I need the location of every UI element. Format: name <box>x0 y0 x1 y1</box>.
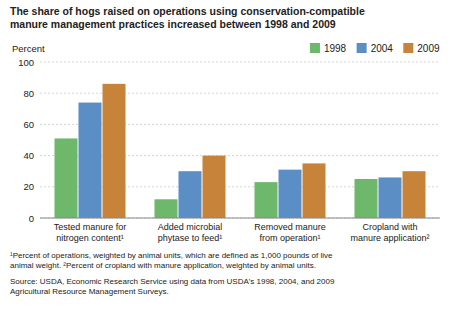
x-tick-label: Tested manure fornitrogen content¹ <box>54 222 127 243</box>
footnote: Source: USDA, Economic Research Service … <box>10 277 335 296</box>
y-tick-label: 40 <box>23 150 34 161</box>
grid-line <box>40 218 440 219</box>
bar <box>203 156 226 218</box>
bar <box>355 179 378 218</box>
legend-label: 1998 <box>324 43 347 54</box>
y-tick-label: 0 <box>29 213 34 224</box>
chart-svg: The share of hogs raised on operations u… <box>0 0 450 318</box>
grid <box>40 62 440 218</box>
x-tick-label: Removed manurefrom operation¹ <box>254 222 326 243</box>
x-tick-label-line: manure application² <box>350 233 429 243</box>
bar <box>303 163 326 218</box>
x-tick-label-line: from operation¹ <box>259 233 320 243</box>
chart-container: The share of hogs raised on operations u… <box>0 0 450 318</box>
grid-line <box>40 62 440 63</box>
legend-label: 2004 <box>371 43 394 54</box>
footnote: ¹Percent of operations, weighted by anim… <box>10 251 333 270</box>
x-tick-label-line: phytase to feed¹ <box>158 233 223 243</box>
footnote-line: Source: USDA, Economic Research Service … <box>10 277 335 286</box>
legend: 1998 2004 2009 <box>310 43 440 54</box>
y-axis-label: Percent <box>12 43 45 54</box>
y-tick-label: 100 <box>18 57 34 68</box>
y-tick-label: 20 <box>23 181 34 192</box>
grid-line <box>40 93 440 94</box>
x-tick-label-line: Cropland with <box>362 222 417 232</box>
x-tick-label-line: Tested manure for <box>54 222 127 232</box>
bar <box>103 84 126 218</box>
y-tick-label: 60 <box>23 119 34 130</box>
footnote-line: Agricultural Resource Management Surveys… <box>10 287 169 296</box>
x-tick-label: Cropland withmanure application² <box>350 222 429 243</box>
x-tick-label-line: nitrogen content¹ <box>56 233 124 243</box>
footnote-line: ¹Percent of operations, weighted by anim… <box>10 251 333 260</box>
footnote-line: animal weight. ²Percent of cropland with… <box>10 261 316 270</box>
legend-swatch <box>403 43 413 53</box>
x-axis-line <box>40 218 440 219</box>
bar <box>279 170 302 218</box>
x-tick-label-line: Added microbial <box>158 222 223 232</box>
background <box>0 0 450 318</box>
x-tick-label-line: Removed manure <box>254 222 326 232</box>
bar <box>179 171 202 218</box>
title-line: manure management practices increased be… <box>10 18 336 30</box>
title: The share of hogs raised on operations u… <box>10 5 365 30</box>
title-line: The share of hogs raised on operations u… <box>10 5 365 17</box>
x-tick-label: Added microbialphytase to feed¹ <box>158 222 223 243</box>
bar <box>155 199 178 218</box>
bar <box>79 103 102 218</box>
legend-swatch <box>310 43 320 53</box>
bar <box>55 138 78 218</box>
bar <box>379 177 402 218</box>
bar <box>403 171 426 218</box>
legend-label: 2009 <box>417 43 440 54</box>
bars <box>55 84 426 218</box>
y-tick-label: 80 <box>23 88 34 99</box>
legend-swatch <box>357 43 367 53</box>
bar <box>255 182 278 218</box>
